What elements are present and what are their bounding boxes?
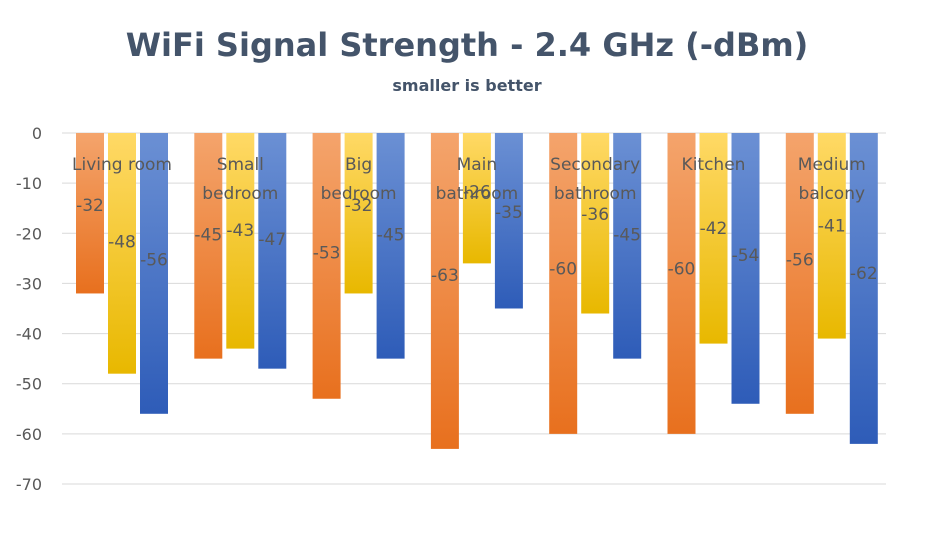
bar — [667, 133, 696, 434]
data-label: -32 — [345, 196, 373, 216]
category-label: Secondary bathroom — [550, 155, 640, 204]
data-label: -53 — [313, 244, 341, 264]
data-label: -43 — [226, 221, 254, 241]
data-label: -60 — [668, 259, 696, 279]
bar — [344, 133, 373, 294]
y-tick-label: -70 — [16, 475, 42, 494]
bar — [494, 133, 523, 309]
data-label: -36 — [581, 205, 609, 225]
y-tick-label: -60 — [16, 425, 42, 444]
bar — [312, 133, 341, 399]
category-label: Living room — [72, 155, 172, 175]
bars — [76, 133, 878, 449]
data-label: -32 — [76, 196, 104, 216]
chart-subtitle: smaller is better — [392, 76, 542, 95]
data-label: -26 — [463, 183, 491, 203]
bar — [226, 133, 255, 349]
y-tick-label: -40 — [16, 325, 42, 344]
bar — [817, 133, 846, 339]
bar — [376, 133, 405, 359]
y-tick-label: -30 — [16, 274, 42, 293]
data-label: -56 — [786, 250, 814, 270]
data-label: -48 — [108, 232, 136, 252]
data-label: -63 — [431, 266, 459, 286]
data-label: -41 — [818, 217, 846, 237]
bar — [549, 133, 578, 434]
bar — [462, 133, 491, 264]
bar — [76, 133, 104, 294]
bar — [194, 133, 223, 359]
chart-title: WiFi Signal Strength - 2.4 GHz (-dBm) — [125, 26, 809, 64]
y-tick-label: -50 — [16, 375, 42, 394]
bar — [430, 133, 459, 449]
bar — [785, 133, 814, 414]
data-label: -54 — [732, 246, 760, 266]
bar — [258, 133, 287, 369]
bar — [108, 133, 136, 374]
data-label: -56 — [140, 250, 168, 270]
data-label: -42 — [700, 219, 728, 239]
category-label: Main bathroom — [436, 155, 519, 204]
y-tick-label: -10 — [16, 174, 42, 193]
bar — [581, 133, 610, 314]
category-label: Small bedroom — [202, 155, 278, 204]
category-label: Kitchen — [682, 155, 746, 175]
bar — [140, 133, 168, 414]
data-label: -45 — [613, 226, 641, 246]
data-label: -47 — [258, 230, 286, 250]
y-tick-label: -20 — [16, 224, 42, 243]
bar — [849, 133, 878, 444]
data-label: -35 — [495, 203, 523, 223]
bar — [613, 133, 642, 359]
category-label: Big bedroom — [321, 155, 397, 204]
data-label: -45 — [377, 226, 405, 246]
data-label: -45 — [194, 226, 222, 246]
y-tick-label: 0 — [32, 124, 42, 143]
category-label: Medium balcony — [798, 155, 866, 204]
data-label: -60 — [549, 259, 577, 279]
labels: 0-10-20-30-40-50-60-70-32-48-56-45 -43 -47… — [16, 124, 878, 494]
data-label: -62 — [850, 264, 878, 284]
bar — [699, 133, 728, 344]
bar — [731, 133, 760, 404]
